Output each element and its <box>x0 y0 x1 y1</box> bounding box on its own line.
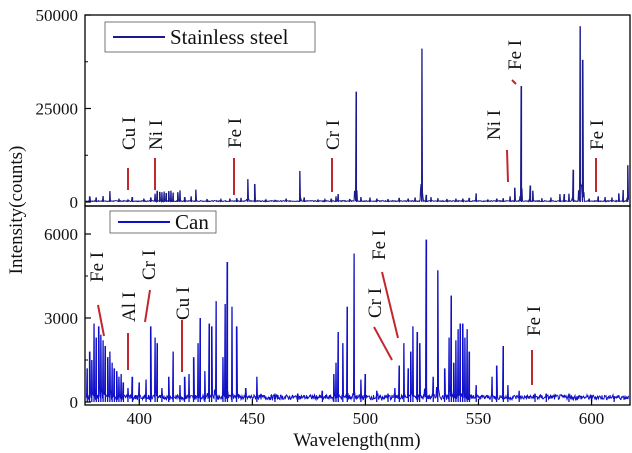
y-tick-label: 50000 <box>36 6 79 25</box>
annotation-pointer <box>381 271 399 339</box>
y-axis-title: Intensity(counts) <box>6 146 27 275</box>
x-axis-title: Wavelength(nm) <box>293 430 420 451</box>
annotation-label: Cu I <box>173 287 194 320</box>
annotation-label: Fe I <box>505 40 526 70</box>
x-tick-label: 600 <box>579 409 605 428</box>
spectrum-line-stainless-steel <box>85 26 629 204</box>
y-tick-label: 25000 <box>36 100 79 119</box>
annotation-label: Cr I <box>365 288 386 318</box>
x-tick-label: 550 <box>466 409 492 428</box>
annotation-label: Cu I <box>119 117 140 150</box>
x-tick-label: 400 <box>127 409 153 428</box>
annotation-label: Fe I <box>87 252 108 282</box>
spectrum-line-can <box>85 239 629 402</box>
x-tick-label: 450 <box>240 409 266 428</box>
annotation-label: Fe I <box>587 120 608 150</box>
legend-label: Can <box>175 210 209 234</box>
annotation-label: Cr I <box>139 250 160 280</box>
y-tick-label: 0 <box>70 393 79 412</box>
annotation-label: Cr I <box>323 120 344 150</box>
annotation-label: Al I <box>119 292 140 322</box>
annotation-layer: Cu I Ni I Fe I Cr I Ni I Fe I Fe I Fe I Al I Cr I… <box>87 40 608 385</box>
plot-layer <box>85 26 629 402</box>
panel-frame <box>84 205 631 406</box>
annotation-label: Ni I <box>146 120 167 150</box>
annotation-label: Ni I <box>484 110 505 140</box>
annotation-pointer <box>97 304 105 337</box>
annotation-label: Fe I <box>225 118 246 148</box>
y-tick-label: 3000 <box>44 309 78 328</box>
legend-label: Stainless steel <box>170 25 289 49</box>
annotation-pointer <box>511 79 517 85</box>
axes-layer: 0 25000 50000 Stainless steel 0 3000 6000 Can 40… <box>36 6 631 428</box>
annotation-label: Fe I <box>524 306 545 336</box>
x-tick-label: 500 <box>353 409 379 428</box>
annotation-pointer <box>373 326 393 361</box>
annotation-pointer <box>506 149 509 183</box>
annotation-label: Fe I <box>369 230 390 260</box>
annotation-pointer <box>144 289 151 323</box>
y-tick-label: 0 <box>70 193 79 212</box>
y-tick-label: 6000 <box>44 225 78 244</box>
